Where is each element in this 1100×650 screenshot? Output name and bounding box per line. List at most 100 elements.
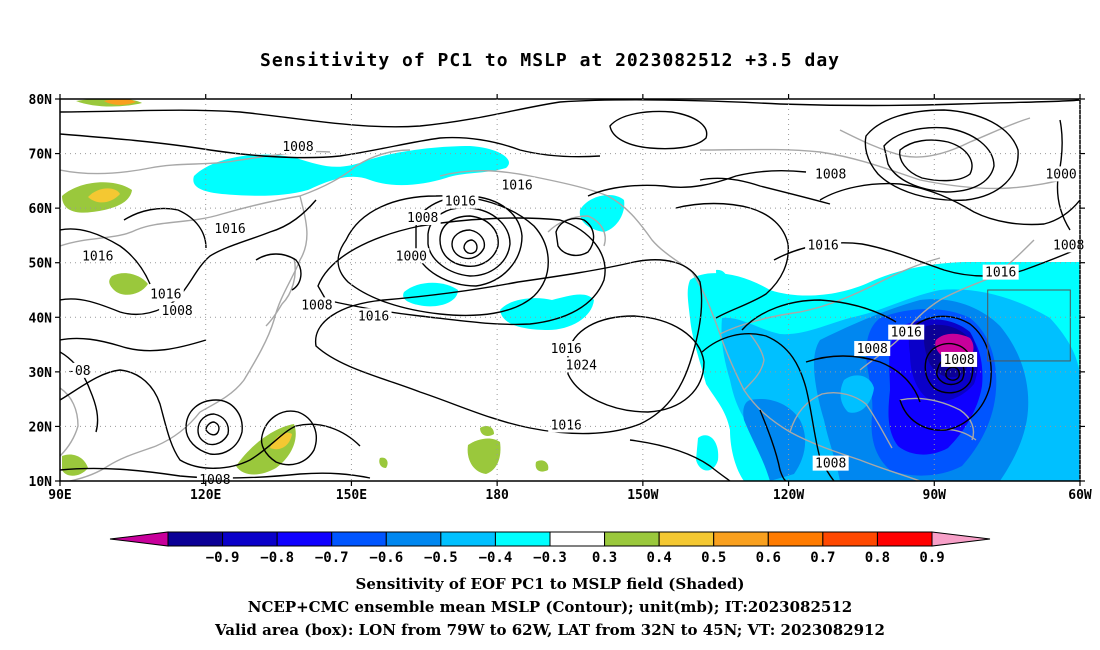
- mslp-contour: [883, 126, 995, 193]
- contour-label: 1008: [815, 167, 846, 182]
- contour-label: 1016: [82, 249, 113, 264]
- mslp-contour: [439, 215, 499, 267]
- mslp-contour: [864, 109, 1019, 201]
- colorbar-segment: [822, 531, 878, 547]
- contour-label-bg: [64, 362, 93, 378]
- mslp-contour: [60, 351, 99, 433]
- longitude-labels: 90E 120E 150E 180 150W 120W 90W 60W: [48, 488, 1092, 503]
- lon-tick-label: 150E: [336, 488, 367, 503]
- mslp-contour: [899, 139, 973, 182]
- contour-label-bg: [982, 264, 1019, 280]
- mslp-contour: [805, 355, 921, 403]
- contour-label: 1016: [985, 266, 1016, 281]
- shade-negative-region: [743, 398, 806, 481]
- colorbar-label: 0.4: [646, 550, 671, 566]
- colorbar-label: −0.5: [424, 550, 458, 566]
- coastline: [60, 387, 79, 457]
- shade-negative-region: [403, 282, 458, 307]
- contour-label: 1016: [445, 195, 476, 210]
- contour-label-bg: [1050, 237, 1087, 253]
- shade-positive-region: [270, 432, 292, 450]
- mslp-contour: [555, 217, 595, 257]
- coastline: [60, 149, 411, 247]
- mslp-contour: [60, 133, 601, 159]
- mslp-contour: [314, 259, 703, 435]
- caption-valid-area: Valid area (box): LON from 79W to 62W, L…: [215, 621, 885, 639]
- colorbar-label: −0.3: [533, 550, 567, 566]
- mslp-contour: [185, 399, 243, 455]
- lon-tick-label: 120E: [190, 488, 221, 503]
- mslp-contour: [699, 177, 831, 205]
- coastline: [899, 397, 975, 441]
- shade-positive-region: [104, 99, 136, 105]
- coastline: [789, 392, 893, 449]
- colorbar-label: −0.8: [260, 550, 294, 566]
- colorbar-segment: [658, 531, 715, 547]
- lat-tick-label: 60N: [29, 202, 53, 217]
- map-title: Sensitivity of PC1 to MSLP at 2023082512…: [259, 50, 840, 71]
- shade-positive-region: [467, 438, 501, 474]
- contour-label-bg: [563, 357, 600, 373]
- lon-tick-label: 90E: [48, 488, 71, 503]
- colorbar-segment: [222, 531, 278, 547]
- mslp-contour: [60, 99, 1080, 128]
- contour-label: 1008: [282, 140, 313, 155]
- mslp-contour: [123, 207, 207, 249]
- coastline: [199, 195, 308, 413]
- contour-label-bg: [442, 193, 479, 209]
- colorbar-segment: [385, 531, 442, 547]
- contour-label-bg: [280, 139, 316, 155]
- lat-tick-label: 40N: [29, 311, 53, 326]
- colorbar-segment: [276, 531, 333, 547]
- mslp-contour: [741, 299, 897, 331]
- contour-label: 1016: [807, 238, 838, 253]
- contour-label-bg: [298, 297, 335, 313]
- lat-tick-label: 20N: [29, 420, 53, 435]
- contour-label-bg: [805, 237, 842, 253]
- mslp-contour: [945, 366, 961, 381]
- colorbar-label: 0.7: [810, 550, 835, 566]
- colorbar-segment: [440, 531, 496, 547]
- lon-tick-label: 150W: [627, 488, 658, 503]
- mslp-contour: [260, 410, 317, 466]
- colorbar-segment: [713, 531, 769, 547]
- caption-contour: NCEP+CMC ensemble mean MSLP (Contour); u…: [247, 598, 853, 616]
- colorbar-label: 0.5: [701, 550, 726, 566]
- coastlines: [60, 117, 1080, 481]
- contour-label-bg: [393, 248, 430, 264]
- coastline: [719, 257, 941, 335]
- mslp-contour: [317, 217, 606, 326]
- colorbar-segment: [494, 531, 551, 547]
- mslp-contour: [463, 239, 478, 255]
- lat-tick-label: 30N: [29, 366, 53, 381]
- contour-label-bg: [404, 210, 441, 226]
- colorbar-labels: −0.9 −0.8 −0.7 −0.6 −0.5 −0.4 −0.3 0.3 0.4 0.5 0.6…: [206, 550, 945, 566]
- lat-tick-label: 80N: [29, 93, 53, 108]
- colorbar-arrow-low: [109, 531, 169, 547]
- shade-positive-region: [88, 188, 120, 203]
- lon-tick-label: 180: [485, 488, 509, 503]
- mslp-contour: [60, 228, 151, 285]
- colorbar-label: 0.3: [592, 550, 617, 566]
- mslp-contour: [197, 413, 230, 446]
- contour-label: 1016: [551, 342, 582, 357]
- contour-label: 1024: [566, 358, 597, 373]
- contour-label: 1000: [396, 249, 427, 264]
- mslp-contour: [60, 337, 207, 352]
- contour-label-bg: [941, 351, 978, 367]
- mslp-contour: [587, 170, 807, 197]
- lat-tick-label: 70N: [29, 148, 53, 163]
- latitude-labels: 80N 70N 60N 50N 40N 30N 20N 10N: [29, 93, 53, 490]
- contour-label-bg: [355, 308, 392, 324]
- contour-label-bg: [159, 302, 196, 318]
- shade-negative-region: [579, 195, 625, 232]
- lon-tick-label: 60W: [1068, 488, 1092, 503]
- mslp-contour: [255, 253, 302, 291]
- contour-label-bg: [1043, 166, 1080, 182]
- coastline: [265, 257, 296, 327]
- mslp-contour: [819, 182, 1080, 226]
- mslp-contour: [609, 110, 708, 150]
- mslp-contour: [567, 315, 705, 413]
- contour-label: 1008: [1053, 238, 1084, 253]
- colorbar-label: −0.4: [479, 550, 513, 566]
